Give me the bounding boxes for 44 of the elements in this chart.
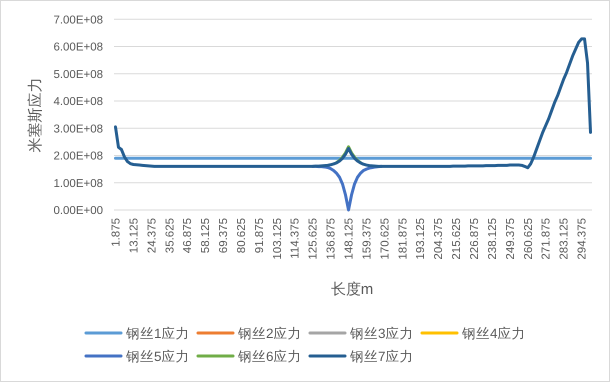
y-tick-label: 3.00E+08 — [53, 123, 103, 136]
y-tick-label: 6.00E+08 — [53, 42, 103, 54]
legend-label: 钢丝4应力 — [461, 326, 526, 341]
legend-label: 钢丝3应力 — [349, 326, 414, 341]
legend-label: 钢丝6应力 — [237, 349, 302, 364]
x-tick-label: 249.375 — [504, 218, 517, 260]
x-tick-label: 58.125 — [200, 218, 212, 254]
x-tick-label: 181.875 — [397, 218, 410, 260]
x-tick-label: 193.125 — [415, 218, 428, 260]
y-tick-label: 4.00E+08 — [53, 96, 103, 108]
x-tick-label: 159.375 — [361, 218, 374, 260]
legend-label: 钢丝7应力 — [349, 349, 414, 364]
y-tick-label: 1.00E+08 — [53, 178, 103, 190]
legend-label: 钢丝5应力 — [125, 349, 190, 364]
x-tick-label: 80.625 — [236, 218, 248, 254]
x-tick-label: 125.625 — [308, 218, 320, 260]
x-tick-label: 103.125 — [272, 218, 284, 260]
y-tick-label: 2.00E+08 — [53, 150, 103, 163]
x-tick-label: 114.375 — [290, 218, 302, 259]
y-tick-label: 5.00E+08 — [53, 68, 103, 81]
x-tick-label: 238.125 — [486, 218, 499, 260]
y-tick-label: 7.00E+08 — [53, 14, 103, 26]
x-tick-label: 226.875 — [468, 218, 481, 260]
x-tick-label: 148.125 — [344, 218, 356, 260]
x-tick-label: 215.625 — [451, 218, 464, 260]
y-axis-title: 米塞斯应力 — [27, 78, 44, 152]
x-axis-title: 长度m — [330, 281, 374, 298]
x-tick-label: 24.375 — [146, 218, 158, 254]
legend-label: 钢丝2应力 — [237, 326, 302, 341]
x-tick-label: 271.875 — [540, 218, 553, 260]
x-tick-label: 170.625 — [379, 218, 392, 260]
x-tick-label: 46.875 — [182, 218, 194, 254]
x-tick-label: 283.125 — [558, 218, 571, 260]
x-tick-label: 136.875 — [326, 218, 338, 260]
x-tick-label: 1.875 — [110, 218, 122, 247]
x-tick-label: 260.625 — [522, 218, 535, 260]
x-tick-label: 91.875 — [254, 218, 266, 254]
x-tick-label: 13.125 — [128, 218, 140, 254]
y-tick-label: 0.00E+00 — [53, 205, 103, 217]
legend-label: 钢丝1应力 — [125, 326, 190, 341]
x-tick-label: 35.625 — [164, 218, 176, 254]
x-tick-label: 204.375 — [433, 218, 446, 260]
x-tick-label: 69.375 — [218, 218, 230, 254]
x-tick-label: 294.375 — [576, 218, 589, 260]
